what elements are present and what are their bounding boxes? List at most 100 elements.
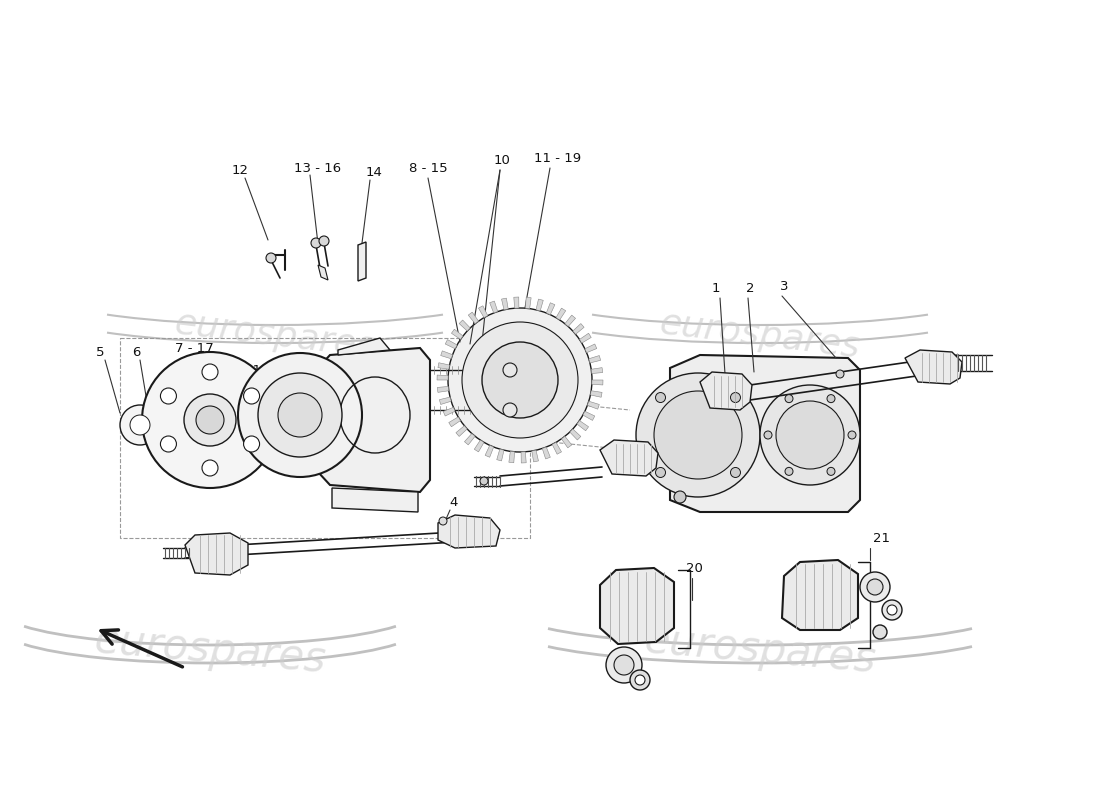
- Circle shape: [480, 477, 488, 485]
- Polygon shape: [570, 429, 581, 440]
- Polygon shape: [485, 446, 494, 458]
- Circle shape: [674, 491, 686, 503]
- Bar: [120, 338, 530, 538]
- Circle shape: [848, 431, 856, 439]
- Circle shape: [730, 393, 740, 402]
- Circle shape: [827, 394, 835, 402]
- Polygon shape: [441, 351, 452, 358]
- Polygon shape: [547, 302, 554, 314]
- Text: 8 - 15: 8 - 15: [409, 162, 448, 174]
- Circle shape: [776, 401, 844, 469]
- Polygon shape: [580, 334, 592, 343]
- Circle shape: [278, 393, 322, 437]
- Polygon shape: [585, 344, 597, 353]
- Polygon shape: [905, 350, 962, 384]
- Text: 20: 20: [685, 562, 703, 574]
- Circle shape: [258, 373, 342, 457]
- Circle shape: [503, 403, 517, 417]
- Polygon shape: [587, 402, 600, 409]
- Circle shape: [319, 236, 329, 246]
- Text: 6: 6: [132, 346, 140, 358]
- Circle shape: [867, 579, 883, 595]
- Circle shape: [614, 655, 634, 675]
- Polygon shape: [455, 426, 468, 437]
- Polygon shape: [552, 442, 561, 454]
- Polygon shape: [464, 434, 475, 445]
- Polygon shape: [514, 297, 519, 308]
- Circle shape: [202, 460, 218, 476]
- Polygon shape: [591, 368, 603, 374]
- Polygon shape: [531, 450, 539, 462]
- Circle shape: [882, 600, 902, 620]
- Polygon shape: [474, 440, 484, 452]
- Polygon shape: [478, 306, 487, 318]
- Circle shape: [635, 675, 645, 685]
- Circle shape: [243, 436, 260, 452]
- Circle shape: [238, 353, 362, 477]
- Circle shape: [503, 363, 517, 377]
- Circle shape: [656, 467, 666, 478]
- Polygon shape: [318, 265, 328, 280]
- Circle shape: [785, 467, 793, 475]
- Polygon shape: [318, 348, 430, 492]
- Circle shape: [311, 238, 321, 248]
- Circle shape: [630, 670, 650, 690]
- Circle shape: [827, 467, 835, 475]
- Text: eurospares: eurospares: [642, 619, 878, 681]
- Polygon shape: [446, 339, 458, 349]
- Polygon shape: [573, 323, 584, 334]
- Text: 12: 12: [231, 163, 249, 177]
- Circle shape: [161, 388, 176, 404]
- Text: 5: 5: [96, 346, 104, 358]
- Circle shape: [130, 415, 150, 435]
- Polygon shape: [490, 301, 498, 313]
- Circle shape: [860, 572, 890, 602]
- Text: eurospares: eurospares: [173, 306, 377, 364]
- Polygon shape: [592, 380, 603, 385]
- Text: eurospares: eurospares: [658, 306, 862, 364]
- Polygon shape: [338, 338, 390, 355]
- Polygon shape: [600, 568, 674, 644]
- Polygon shape: [600, 440, 658, 476]
- Text: 1: 1: [712, 282, 720, 294]
- Circle shape: [836, 370, 844, 378]
- Polygon shape: [185, 533, 248, 575]
- Circle shape: [448, 308, 592, 452]
- Text: eurospares: eurospares: [92, 619, 328, 681]
- Polygon shape: [521, 452, 526, 463]
- Polygon shape: [502, 298, 508, 310]
- Circle shape: [142, 352, 278, 488]
- Text: 2: 2: [746, 282, 755, 294]
- Polygon shape: [438, 362, 450, 370]
- Polygon shape: [782, 560, 858, 630]
- Circle shape: [120, 405, 160, 445]
- Circle shape: [266, 253, 276, 263]
- Polygon shape: [449, 417, 461, 426]
- Circle shape: [482, 342, 558, 418]
- Circle shape: [764, 431, 772, 439]
- Circle shape: [243, 388, 260, 404]
- Polygon shape: [556, 308, 565, 320]
- Text: 13 - 16: 13 - 16: [295, 162, 342, 174]
- Polygon shape: [578, 421, 588, 430]
- Text: 21: 21: [873, 531, 891, 545]
- Polygon shape: [565, 315, 575, 326]
- Circle shape: [439, 517, 447, 525]
- Text: 9 - 18: 9 - 18: [231, 363, 270, 377]
- Polygon shape: [700, 372, 752, 410]
- Text: 11 - 19: 11 - 19: [535, 151, 582, 165]
- Text: 14: 14: [365, 166, 383, 178]
- Polygon shape: [542, 447, 550, 459]
- Circle shape: [161, 436, 176, 452]
- Circle shape: [730, 467, 740, 478]
- Text: 7 - 17: 7 - 17: [175, 342, 213, 355]
- Polygon shape: [438, 386, 449, 392]
- Circle shape: [656, 393, 666, 402]
- Circle shape: [184, 394, 236, 446]
- Polygon shape: [469, 312, 478, 324]
- Polygon shape: [497, 449, 504, 461]
- Polygon shape: [509, 451, 515, 462]
- Polygon shape: [588, 355, 601, 363]
- Polygon shape: [526, 298, 531, 309]
- Circle shape: [887, 605, 896, 615]
